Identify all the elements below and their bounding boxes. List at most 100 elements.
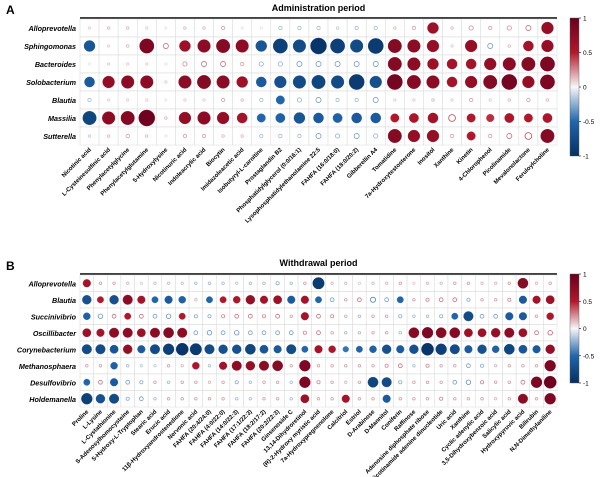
correlation-circle xyxy=(102,111,116,125)
correlation-circle xyxy=(332,113,343,123)
correlation-circle xyxy=(412,298,416,302)
correlation-circle xyxy=(221,97,226,103)
correlation-circle xyxy=(491,345,500,353)
column-label: Kinetin xyxy=(456,147,475,166)
correlation-circle xyxy=(544,360,556,372)
correlation-circle xyxy=(545,344,555,354)
correlation-circle xyxy=(81,344,92,355)
correlation-circle xyxy=(145,98,149,102)
correlation-circle xyxy=(523,113,533,123)
correlation-circle xyxy=(256,113,266,123)
correlation-circle xyxy=(426,39,440,53)
correlation-circle xyxy=(344,314,348,318)
correlation-circle xyxy=(425,380,430,384)
correlation-circle xyxy=(87,62,92,66)
correlation-circle xyxy=(439,396,444,401)
correlation-circle xyxy=(85,364,89,368)
correlation-circle xyxy=(221,25,226,31)
correlation-circle xyxy=(180,397,184,401)
correlation-circle xyxy=(439,380,443,384)
correlation-circle xyxy=(534,364,539,368)
correlation-circle xyxy=(301,345,309,353)
correlation-circle xyxy=(278,25,283,31)
correlation-circle xyxy=(505,312,514,321)
correlation-circle xyxy=(384,363,389,368)
correlation-circle xyxy=(466,363,471,369)
correlation-circle xyxy=(109,295,119,305)
row-label: Sphingomonas xyxy=(24,42,76,51)
correlation-circle xyxy=(371,397,375,401)
correlation-circle xyxy=(439,314,444,319)
correlation-circle xyxy=(387,74,403,90)
correlation-circle xyxy=(179,40,191,52)
correlation-circle xyxy=(231,360,242,371)
correlation-circle xyxy=(259,344,269,354)
correlation-circle xyxy=(221,397,225,401)
correlation-circle xyxy=(468,25,474,31)
correlation-circle xyxy=(449,133,455,139)
correlation-circle xyxy=(335,97,340,103)
correlation-circle xyxy=(152,313,158,319)
correlation-circle xyxy=(357,297,362,303)
correlation-circle xyxy=(385,281,389,285)
correlation-circle xyxy=(82,295,92,305)
correlation-circle xyxy=(396,296,404,304)
correlation-circle xyxy=(357,364,362,368)
correlation-circle xyxy=(316,25,321,31)
correlation-circle xyxy=(412,364,416,368)
correlation-circle xyxy=(393,98,397,102)
correlation-circle xyxy=(494,364,498,368)
correlation-circle xyxy=(371,314,375,318)
legend-tick-label: 1 xyxy=(583,272,587,279)
correlation-circle xyxy=(124,312,132,320)
correlation-circle xyxy=(480,397,484,401)
row-label: Blautia xyxy=(52,96,76,105)
correlation-circle xyxy=(439,281,443,285)
correlation-circle xyxy=(353,133,360,139)
correlation-circle xyxy=(316,397,321,401)
correlation-circle xyxy=(398,397,402,401)
correlation-circle xyxy=(407,39,421,53)
correlation-circle xyxy=(275,95,285,105)
correlation-circle xyxy=(545,295,555,305)
correlation-circle xyxy=(520,379,526,385)
correlation-circle xyxy=(488,133,493,139)
correlation-circle xyxy=(202,98,206,102)
correlation-circle xyxy=(450,44,454,48)
correlation-circle xyxy=(97,313,104,319)
correlation-circle xyxy=(409,113,419,123)
row-label: Alloprevotella xyxy=(27,24,76,33)
correlation-circle xyxy=(153,380,157,384)
correlation-circle xyxy=(162,343,175,355)
correlation-circle xyxy=(507,380,511,384)
correlation-circle xyxy=(221,134,225,138)
correlation-circle xyxy=(194,380,198,384)
correlation-circle xyxy=(193,330,199,336)
correlation-circle xyxy=(234,330,240,336)
correlation-circle xyxy=(96,328,105,337)
correlation-circle xyxy=(465,75,478,89)
correlation-circle xyxy=(299,360,311,372)
row-label: Succinivibrio xyxy=(31,312,77,321)
correlation-circle xyxy=(166,397,171,401)
correlation-circle xyxy=(275,397,280,401)
correlation-circle xyxy=(371,281,375,285)
correlation-circle xyxy=(524,132,533,140)
correlation-circle xyxy=(412,380,416,384)
correlation-circle xyxy=(354,97,359,103)
correlation-circle xyxy=(506,25,512,31)
correlation-circle xyxy=(518,344,528,354)
correlation-circle xyxy=(315,133,322,139)
correlation-circle xyxy=(503,343,515,355)
correlation-circle xyxy=(494,397,498,401)
legend-tick-label: 1 xyxy=(583,16,587,23)
panel-letter: A xyxy=(6,3,15,17)
correlation-circle xyxy=(206,296,213,304)
correlation-circle xyxy=(373,133,379,139)
correlation-circle xyxy=(121,75,135,89)
correlation-circle xyxy=(477,344,487,354)
correlation-circle xyxy=(277,61,283,67)
correlation-circle xyxy=(522,75,535,89)
correlation-circle xyxy=(145,134,149,138)
correlation-circle xyxy=(504,327,515,338)
